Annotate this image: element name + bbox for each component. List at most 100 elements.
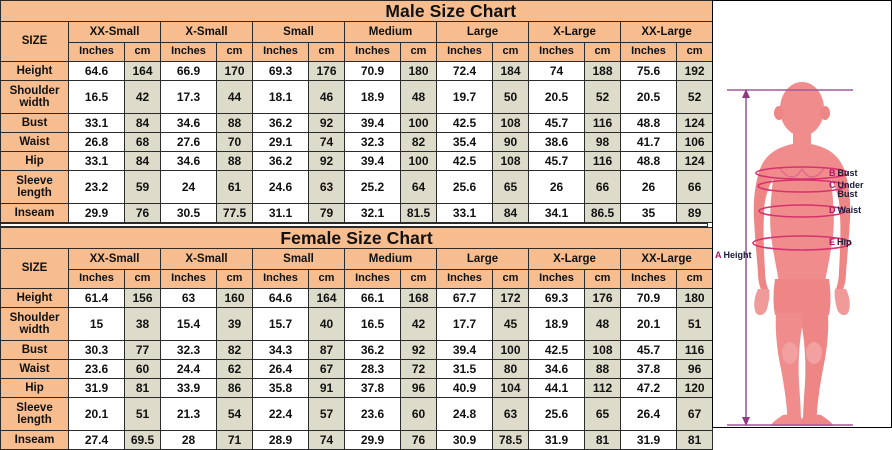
foot-right-shape (799, 413, 833, 426)
table-row: Height 64.6 164 66.9 170 69.3 176 70.9 180 72.4 18… (0, 61, 714, 81)
female-cell-r0-c0: 61.4 (68, 288, 125, 308)
female-cell-r5-c1: 51 (124, 397, 161, 431)
male-cell-r4-c8: 42.5 (436, 151, 493, 171)
male-cell-r2-c1: 84 (124, 113, 161, 133)
male-cell-r5-c2: 24 (160, 170, 217, 204)
female-cell-r0-c3: 160 (216, 288, 253, 308)
male-row-label-5-line2: length (17, 187, 52, 199)
hand-left-shape (754, 289, 770, 316)
female-cell-r3-c11: 88 (584, 359, 621, 379)
female-cell-r5-c8: 24.8 (436, 397, 493, 431)
label-hip-text: Hip (837, 237, 852, 247)
female-cell-r1-c7: 42 (400, 307, 437, 341)
leg-left-shape (775, 313, 802, 423)
arm-left-shape (753, 169, 769, 293)
female-row-label-2: Bust (0, 340, 69, 360)
male-cell-r1-c1: 42 (124, 80, 161, 114)
female-cell-r2-c4: 34.3 (252, 340, 309, 360)
female-cell-r0-c13: 180 (675, 288, 714, 308)
male-cell-r2-c13: 124 (675, 113, 714, 133)
male-size-col-s: Small (252, 21, 345, 43)
size-tables-panel: Male Size Chart SIZE XX-Small X-Small Sm… (0, 0, 714, 450)
female-cell-r2-c10: 42.5 (528, 340, 585, 360)
female-cell-r1-c0: 15 (68, 307, 125, 341)
male-cell-r0-c1: 164 (124, 61, 161, 81)
male-cell-r0-c2: 66.9 (160, 61, 217, 81)
male-cell-r4-c9: 108 (492, 151, 529, 171)
male-cell-r1-c12: 20.5 (620, 80, 677, 114)
female-size-col-xxs: XX-Small (68, 248, 161, 270)
female-cell-r5-c9: 63 (492, 397, 529, 431)
male-chart-title: Male Size Chart (0, 0, 714, 22)
male-cell-r0-c4: 69.3 (252, 61, 309, 81)
female-unit-in-3: Inches (344, 269, 401, 289)
male-cell-r0-c9: 184 (492, 61, 529, 81)
table-row: Shoulder width 16.5 42 17.3 44 18.1 46 18.9 48 19.… (0, 80, 714, 114)
male-cell-r4-c13: 124 (675, 151, 714, 171)
female-cell-r4-c4: 35.8 (252, 378, 309, 398)
male-cell-r4-c2: 34.6 (160, 151, 217, 171)
female-cell-r4-c10: 44.1 (528, 378, 585, 398)
male-size-col-xl: X-Large (528, 21, 621, 43)
female-unit-in-6: Inches (620, 269, 677, 289)
male-cell-r4-c10: 45.7 (528, 151, 585, 171)
male-chart-title-row: Male Size Chart (0, 0, 714, 22)
male-cell-r4-c4: 36.2 (252, 151, 309, 171)
female-row-label-6: Inseam (0, 430, 69, 450)
male-row-label-4: Hip (0, 151, 69, 171)
male-cell-r5-c13: 66 (675, 170, 714, 204)
female-cell-r2-c3: 82 (216, 340, 253, 360)
female-cell-r4-c1: 81 (124, 378, 161, 398)
female-cell-r5-c12: 26.4 (620, 397, 677, 431)
female-unit-in-1: Inches (160, 269, 217, 289)
female-cell-r0-c2: 63 (160, 288, 217, 308)
bust-measure-line (755, 166, 849, 180)
female-cell-r2-c12: 45.7 (620, 340, 677, 360)
male-cell-r5-c11: 66 (584, 170, 621, 204)
label-under-bust-text: Under (837, 180, 864, 190)
male-cell-r5-c5: 63 (308, 170, 345, 204)
male-cell-r4-c11: 116 (584, 151, 621, 171)
knee-left-shape (782, 342, 798, 364)
female-cell-r5-c3: 54 (216, 397, 253, 431)
female-cell-r3-c13: 96 (675, 359, 714, 379)
female-cell-r2-c0: 30.3 (68, 340, 125, 360)
table-row: Sleeve length 23.2 59 24 61 24.6 63 25.2 64 25.6 65… (0, 170, 714, 204)
table-row: Waist 23.6 60 24.4 62 26.4 67 28.3 72 31.5 80 34.6 8… (0, 359, 714, 379)
male-cell-r1-c9: 50 (492, 80, 529, 114)
female-cell-r3-c0: 23.6 (68, 359, 125, 379)
female-cell-r3-c4: 26.4 (252, 359, 309, 379)
male-cell-r2-c5: 92 (308, 113, 345, 133)
female-cell-r6-c6: 29.9 (344, 430, 401, 450)
male-unit-cm-2: cm (308, 42, 345, 62)
female-cell-r1-c10: 18.9 (528, 307, 585, 341)
female-cell-r2-c7: 92 (400, 340, 437, 360)
male-cell-r0-c7: 180 (400, 61, 437, 81)
male-cell-r3-c5: 74 (308, 132, 345, 152)
female-cell-r0-c6: 66.1 (344, 288, 401, 308)
female-cell-r4-c8: 40.9 (436, 378, 493, 398)
male-cell-r3-c8: 35.4 (436, 132, 493, 152)
male-cell-r4-c7: 100 (400, 151, 437, 171)
female-size-col-m: Medium (344, 248, 437, 270)
under-bust-measure-line (757, 179, 847, 193)
male-unit-cm-4: cm (492, 42, 529, 62)
male-cell-r3-c12: 41.7 (620, 132, 677, 152)
female-cell-r5-c13: 67 (675, 397, 714, 431)
male-cell-r3-c3: 70 (216, 132, 253, 152)
female-cell-r3-c2: 24.4 (160, 359, 217, 379)
female-cell-r5-c0: 20.1 (68, 397, 125, 431)
female-row-label-1: Shoulder width (0, 307, 69, 341)
male-cell-r2-c12: 48.8 (620, 113, 677, 133)
female-cell-r6-c13: 81 (675, 430, 714, 450)
female-unit-cm-0: cm (124, 269, 161, 289)
label-under-bust-text2: Bust (837, 189, 858, 199)
female-cell-r2-c13: 116 (675, 340, 714, 360)
male-cell-r6-c8: 33.1 (436, 203, 493, 223)
female-cell-r5-c2: 21.3 (160, 397, 217, 431)
female-cell-r6-c5: 74 (308, 430, 345, 450)
female-cell-r1-c5: 40 (308, 307, 345, 341)
leg-right-shape (802, 313, 829, 423)
female-cell-r5-c11: 65 (584, 397, 621, 431)
